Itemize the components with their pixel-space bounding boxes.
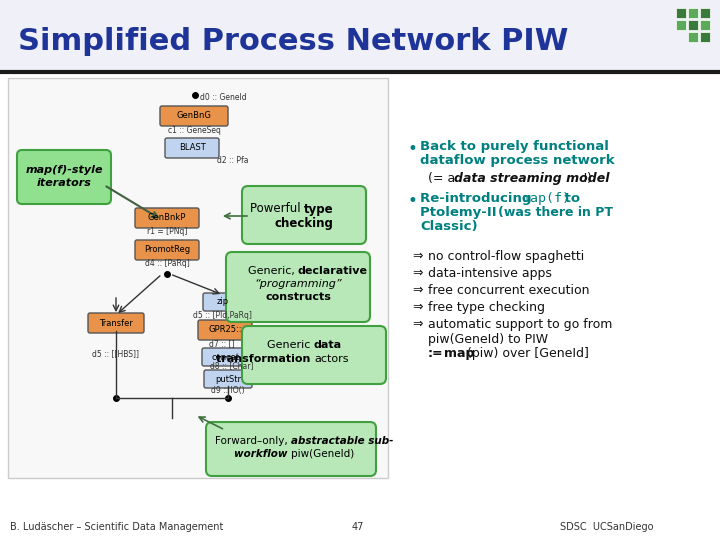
Text: 47: 47: [352, 522, 364, 532]
Text: :=: :=: [428, 347, 444, 360]
Text: r1 = [PNq]: r1 = [PNq]: [147, 227, 187, 236]
Text: Classic): Classic): [420, 220, 477, 233]
Text: data-intensive apps: data-intensive apps: [428, 267, 552, 280]
FancyBboxPatch shape: [165, 138, 219, 158]
Text: Ptolemy-II: Ptolemy-II: [420, 206, 501, 219]
Text: abstractable sub-: abstractable sub-: [291, 436, 393, 446]
Text: zip: zip: [217, 298, 229, 307]
Text: Back to purely functional: Back to purely functional: [420, 140, 609, 153]
Text: map: map: [444, 347, 474, 360]
Text: B. Ludäscher – Scientific Data Management: B. Ludäscher – Scientific Data Managemen…: [10, 522, 223, 532]
Text: “programming”: “programming”: [254, 279, 342, 289]
Text: (= a: (= a: [428, 172, 459, 185]
Text: ⇒: ⇒: [412, 301, 423, 314]
Text: free type checking: free type checking: [428, 301, 545, 314]
Text: automatic support to go from: automatic support to go from: [428, 318, 613, 331]
FancyBboxPatch shape: [206, 422, 376, 476]
FancyBboxPatch shape: [688, 20, 698, 30]
Text: •: •: [408, 192, 418, 210]
Text: •: •: [408, 140, 418, 158]
FancyBboxPatch shape: [204, 370, 252, 388]
Text: d2 :: Pfa: d2 :: Pfa: [217, 156, 248, 165]
FancyBboxPatch shape: [135, 240, 199, 260]
Text: data streaming model: data streaming model: [454, 172, 610, 185]
Text: ⇒: ⇒: [412, 267, 423, 280]
Text: ⇒: ⇒: [412, 284, 423, 297]
FancyBboxPatch shape: [203, 293, 243, 311]
Text: GenBnG: GenBnG: [176, 111, 212, 120]
FancyBboxPatch shape: [135, 208, 199, 228]
FancyBboxPatch shape: [676, 20, 686, 30]
Text: constructs: constructs: [265, 292, 331, 302]
FancyBboxPatch shape: [88, 313, 144, 333]
Text: Forward–only,: Forward–only,: [215, 436, 291, 446]
FancyBboxPatch shape: [242, 326, 386, 384]
Text: PromotReg: PromotReg: [144, 246, 190, 254]
FancyBboxPatch shape: [0, 0, 720, 72]
Text: piw(GeneId): piw(GeneId): [291, 449, 354, 459]
Text: free concurrent execution: free concurrent execution: [428, 284, 590, 297]
FancyBboxPatch shape: [8, 78, 388, 478]
FancyBboxPatch shape: [700, 20, 710, 30]
FancyBboxPatch shape: [226, 252, 370, 322]
Text: Generic,: Generic,: [248, 266, 298, 276]
Text: (piw) over [GeneId]: (piw) over [GeneId]: [467, 347, 589, 360]
Text: iterators: iterators: [37, 178, 91, 188]
FancyBboxPatch shape: [198, 320, 252, 340]
Text: putStr: putStr: [215, 375, 241, 383]
Text: declarative: declarative: [298, 266, 368, 276]
FancyBboxPatch shape: [17, 150, 111, 204]
FancyBboxPatch shape: [242, 186, 366, 244]
FancyBboxPatch shape: [700, 32, 710, 42]
Text: type: type: [304, 202, 333, 215]
Text: d0 :: GeneId: d0 :: GeneId: [200, 93, 247, 102]
Text: GenBnkP: GenBnkP: [148, 213, 186, 222]
Text: to: to: [560, 192, 580, 205]
Text: ⇒: ⇒: [412, 250, 423, 263]
Text: d4 :: [PaRq]: d4 :: [PaRq]: [145, 259, 189, 268]
Text: Generic: Generic: [267, 340, 314, 350]
Text: d7 :: []: d7 :: []: [210, 339, 235, 348]
Text: d5 :: [PId,PaRq]: d5 :: [PId,PaRq]: [192, 311, 251, 320]
Text: data: data: [314, 340, 342, 350]
FancyBboxPatch shape: [160, 106, 228, 126]
Text: Simplified Process Network PIW: Simplified Process Network PIW: [18, 28, 568, 57]
Text: d8 :: [Char]: d8 :: [Char]: [210, 361, 253, 370]
Text: dataflow process network: dataflow process network: [420, 154, 615, 167]
Text: d9 :: IO(): d9 :: IO(): [211, 386, 245, 395]
Text: SDSC  UCSanDiego: SDSC UCSanDiego: [560, 522, 654, 532]
FancyBboxPatch shape: [688, 8, 698, 18]
Text: BLAST: BLAST: [179, 144, 205, 152]
Text: Transfer: Transfer: [99, 319, 133, 327]
Text: map(f)-style: map(f)-style: [25, 165, 103, 175]
Text: Re-introducing: Re-introducing: [420, 192, 536, 205]
Text: !): !): [582, 172, 592, 185]
Text: ⇒: ⇒: [412, 318, 423, 331]
FancyBboxPatch shape: [676, 8, 686, 18]
Text: piw(GeneId) to PIW: piw(GeneId) to PIW: [428, 333, 548, 346]
Text: map(f): map(f): [522, 192, 570, 205]
Text: checking: checking: [274, 217, 333, 230]
FancyBboxPatch shape: [202, 348, 250, 366]
Text: d5 :: [[HBS]]: d5 :: [[HBS]]: [91, 349, 138, 358]
FancyBboxPatch shape: [700, 8, 710, 18]
Text: transformation: transformation: [216, 354, 314, 364]
Text: actors: actors: [314, 354, 348, 364]
Text: concat: concat: [212, 353, 240, 361]
Text: (was there in PT: (was there in PT: [498, 206, 613, 219]
Text: no control-flow spaghetti: no control-flow spaghetti: [428, 250, 584, 263]
Text: Powerful: Powerful: [250, 202, 304, 215]
Text: c1 :: GeneSeq: c1 :: GeneSeq: [168, 126, 220, 135]
Text: GPR25::: GPR25::: [208, 326, 242, 334]
FancyBboxPatch shape: [688, 32, 698, 42]
Text: workflow: workflow: [234, 449, 291, 459]
